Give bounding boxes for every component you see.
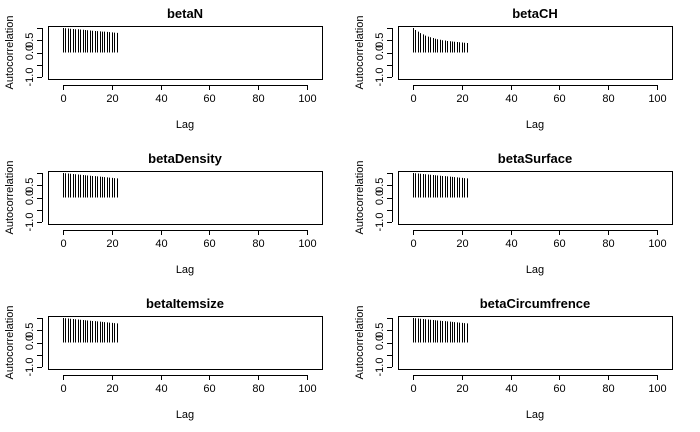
acf-panel-5: betaItemsize 0 20 40 60 80 100 Lag -1.0 0.00.5 Aut… <box>4 296 323 421</box>
x-tick-label: 20 <box>106 93 118 105</box>
y-tick-label: 0.0 <box>24 45 36 60</box>
x-tick-label: 20 <box>106 383 118 395</box>
x-tick-label: 20 <box>456 238 468 250</box>
x-tick-label: 40 <box>505 383 517 395</box>
x-tick-label: 60 <box>203 93 215 105</box>
y-tick-label: 0.0 <box>24 190 36 205</box>
panel-title: betaDensity <box>148 151 222 166</box>
y-tick-label: -1.0 <box>374 213 386 232</box>
y-axis-label: Autocorrelation <box>354 161 366 235</box>
acf-panel-2: betaCH 0 20 40 60 80 100 Lag -1.0 0.00.5 Autocorre… <box>354 6 673 131</box>
acf-panel-1: betaN 0 20 40 60 80 100 Lag -1.0 0.00.5 Autocorrel… <box>4 6 323 131</box>
x-tick-label: 100 <box>648 383 666 395</box>
x-tick-label: 100 <box>648 93 666 105</box>
plot-frame <box>48 26 323 80</box>
x-tick-label: 40 <box>505 93 517 105</box>
y-tick-label: -1.0 <box>24 68 36 87</box>
x-tick-label: 0 <box>60 93 66 105</box>
y-tick-label: 0.5 <box>374 323 386 338</box>
y-tick-label: -1.0 <box>24 358 36 377</box>
x-tick-label: 80 <box>602 93 614 105</box>
y-tick-label: 0.0 <box>24 335 36 350</box>
y-tick-label: 0.0 <box>374 335 386 350</box>
panel-title: betaSurface <box>498 151 572 166</box>
acf-panel-3: betaDensity 0 20 40 60 80 100 Lag -1.0 0.00.5 Auto… <box>4 151 323 276</box>
x-tick-label: 20 <box>456 93 468 105</box>
y-axis-label: Autocorrelation <box>354 306 366 380</box>
plot-frame <box>398 316 673 370</box>
acf-panel-4: betaSurface 0 20 40 60 80 100 Lag -1.0 0.00.5 Auto… <box>354 151 673 276</box>
y-tick-label: -1.0 <box>24 213 36 232</box>
y-tick-label: 0.5 <box>374 33 386 48</box>
x-axis-label: Lag <box>526 119 544 131</box>
panel-title: betaN <box>167 6 203 21</box>
x-tick-label: 40 <box>155 383 167 395</box>
x-tick-label: 60 <box>553 238 565 250</box>
x-axis-label: Lag <box>526 264 544 276</box>
plot-frame <box>48 316 323 370</box>
y-tick-label: -1.0 <box>374 68 386 87</box>
y-axis-label: Autocorrelation <box>4 306 16 380</box>
x-tick-label: 100 <box>648 238 666 250</box>
x-tick-label: 0 <box>60 383 66 395</box>
plot-frame <box>48 171 323 225</box>
x-axis-label: Lag <box>526 409 544 421</box>
x-tick-label: 80 <box>602 383 614 395</box>
x-tick-label: 60 <box>203 238 215 250</box>
panel-title: betaCH <box>512 6 558 21</box>
plot-frame <box>398 26 673 80</box>
x-tick-label: 80 <box>252 93 264 105</box>
panel-title: betaItemsize <box>146 296 224 311</box>
y-tick-label: -1.0 <box>374 358 386 377</box>
y-tick-label: 0.5 <box>24 178 36 193</box>
y-axis-label: Autocorrelation <box>4 161 16 235</box>
plot-frame <box>398 171 673 225</box>
x-tick-label: 100 <box>298 93 316 105</box>
x-tick-label: 80 <box>252 238 264 250</box>
x-axis-label: Lag <box>176 119 194 131</box>
x-tick-label: 100 <box>298 383 316 395</box>
x-tick-label: 20 <box>456 383 468 395</box>
y-tick-label: 0.5 <box>24 33 36 48</box>
x-tick-label: 60 <box>553 383 565 395</box>
x-tick-label: 60 <box>203 383 215 395</box>
x-tick-label: 0 <box>410 383 416 395</box>
x-tick-label: 100 <box>298 238 316 250</box>
x-tick-label: 80 <box>252 383 264 395</box>
panel-title: betaCircumfrence <box>480 296 591 311</box>
x-tick-label: 60 <box>553 93 565 105</box>
x-tick-label: 0 <box>60 238 66 250</box>
x-tick-label: 40 <box>505 238 517 250</box>
y-axis-label: Autocorrelation <box>4 16 16 90</box>
y-axis-label: Autocorrelation <box>354 16 366 90</box>
x-axis-label: Lag <box>176 409 194 421</box>
x-tick-label: 40 <box>155 238 167 250</box>
x-tick-label: 0 <box>410 238 416 250</box>
y-tick-label: 0.5 <box>374 178 386 193</box>
x-axis-label: Lag <box>176 264 194 276</box>
y-tick-label: 0.0 <box>374 45 386 60</box>
x-tick-label: 80 <box>602 238 614 250</box>
y-tick-label: 0.5 <box>24 323 36 338</box>
x-tick-label: 40 <box>155 93 167 105</box>
acf-panel-6: betaCircumfrence 0 20 40 60 80 100 Lag -1.0 0.00.… <box>354 296 673 421</box>
x-tick-label: 20 <box>106 238 118 250</box>
y-tick-label: 0.0 <box>374 190 386 205</box>
x-tick-label: 0 <box>410 93 416 105</box>
